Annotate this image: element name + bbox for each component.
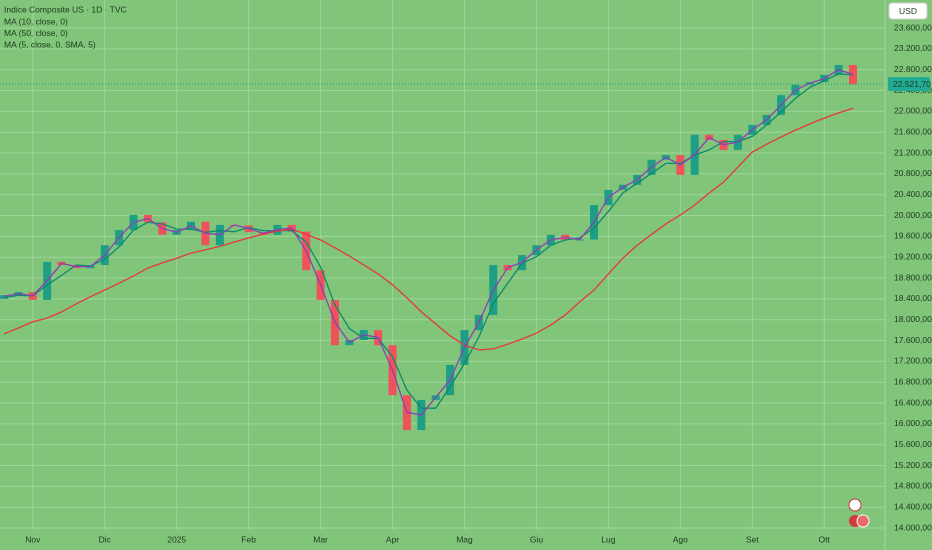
legend-entry: MA (50, close, 0) bbox=[4, 28, 68, 38]
y-tick-label: 21.200,00 bbox=[894, 147, 932, 157]
x-tick-label: Mag bbox=[456, 534, 473, 544]
y-tick-label: 17.200,00 bbox=[894, 356, 932, 366]
icon bbox=[848, 498, 862, 512]
y-tick-label: 14.400,00 bbox=[894, 501, 932, 511]
x-tick-label: Ott bbox=[819, 534, 831, 544]
x-tick-label: Feb bbox=[241, 534, 256, 544]
y-tick-label: 16.800,00 bbox=[894, 376, 932, 386]
y-tick-label: 20.000,00 bbox=[894, 210, 932, 220]
y-tick-label: 18.400,00 bbox=[894, 293, 932, 303]
last-price-label: 22.521,70 bbox=[893, 79, 931, 89]
y-tick-label: 22.800,00 bbox=[894, 64, 932, 74]
y-tick-label: 21.600,00 bbox=[894, 126, 932, 136]
chart-title: Indice Composite US · 1D · TVC bbox=[4, 4, 127, 14]
y-tick-label: 15.200,00 bbox=[894, 460, 932, 470]
ma-line bbox=[3, 68, 854, 416]
last-price-tag bbox=[888, 77, 930, 92]
y-tick-label: 20.400,00 bbox=[894, 189, 932, 199]
ma-line bbox=[3, 107, 854, 351]
y-tick-label: 23.200,00 bbox=[894, 43, 932, 53]
ma-line bbox=[3, 73, 854, 409]
x-tick-label: Dic bbox=[99, 534, 112, 544]
x-tick-label: Set bbox=[746, 534, 759, 544]
x-tick-label: Nov bbox=[25, 534, 41, 544]
currency-button[interactable] bbox=[888, 2, 928, 20]
legend-entry: MA (5, close, 0, SMA, 5) bbox=[4, 39, 96, 49]
y-tick-label: 23.600,00 bbox=[894, 22, 932, 32]
x-tick-label: 2025 bbox=[167, 534, 186, 544]
y-tick-label: 15.600,00 bbox=[894, 439, 932, 449]
y-tick-label: 22.000,00 bbox=[894, 106, 932, 116]
y-tick-label: 19.600,00 bbox=[894, 231, 932, 241]
y-tick-label: 17.600,00 bbox=[894, 335, 932, 345]
y-tick-label: 18.000,00 bbox=[894, 314, 932, 324]
x-tick-label: Ago bbox=[673, 534, 688, 544]
y-tick-label: 20.800,00 bbox=[894, 168, 932, 178]
icon bbox=[856, 514, 870, 528]
x-tick-label: Mar bbox=[313, 534, 328, 544]
currency-label[interactable]: USD bbox=[899, 6, 917, 16]
y-tick-label: 18.800,00 bbox=[894, 272, 932, 282]
x-tick-label: Giu bbox=[530, 534, 544, 544]
y-tick-label: 14.800,00 bbox=[894, 481, 932, 491]
y-tick-label: 16.000,00 bbox=[894, 418, 932, 428]
y-tick-label: 16.400,00 bbox=[894, 397, 932, 407]
candle-body bbox=[0, 295, 8, 299]
x-tick-label: Lug bbox=[601, 534, 615, 544]
legend-entry: MA (10, close, 0) bbox=[4, 16, 68, 26]
y-tick-label: 14.000,00 bbox=[894, 522, 932, 532]
y-tick-label: 19.200,00 bbox=[894, 251, 932, 261]
x-tick-label: Apr bbox=[386, 534, 399, 544]
